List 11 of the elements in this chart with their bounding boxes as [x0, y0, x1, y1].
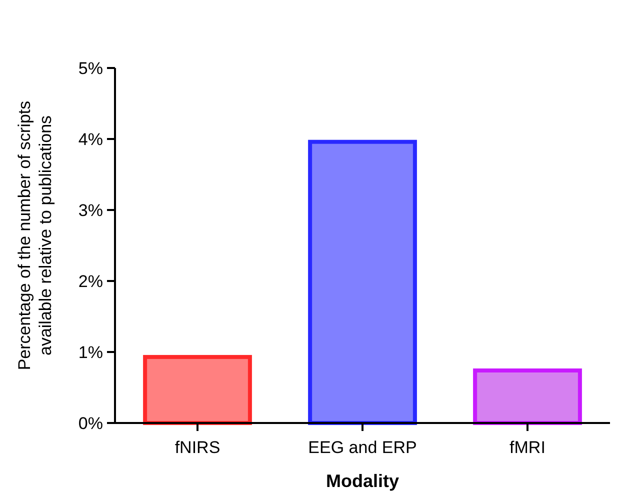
- y-tick-label: 1%: [78, 342, 103, 362]
- y-tick-label: 5%: [78, 58, 103, 78]
- x-tick-label: fMRI: [510, 438, 546, 457]
- y-axis-title: Percentage of the number of scripts available relative to publications: [15, 100, 55, 370]
- y-tick-label: 2%: [78, 272, 103, 291]
- y-tick-label: 4%: [78, 130, 103, 149]
- y-tick-label: 3%: [78, 200, 103, 220]
- y-tick-label: 0%: [78, 414, 103, 433]
- x-tick-label: EEG and ERP: [308, 438, 417, 457]
- x-axis-title: Modality: [326, 471, 400, 491]
- x-tick-label: fNIRS: [174, 438, 220, 457]
